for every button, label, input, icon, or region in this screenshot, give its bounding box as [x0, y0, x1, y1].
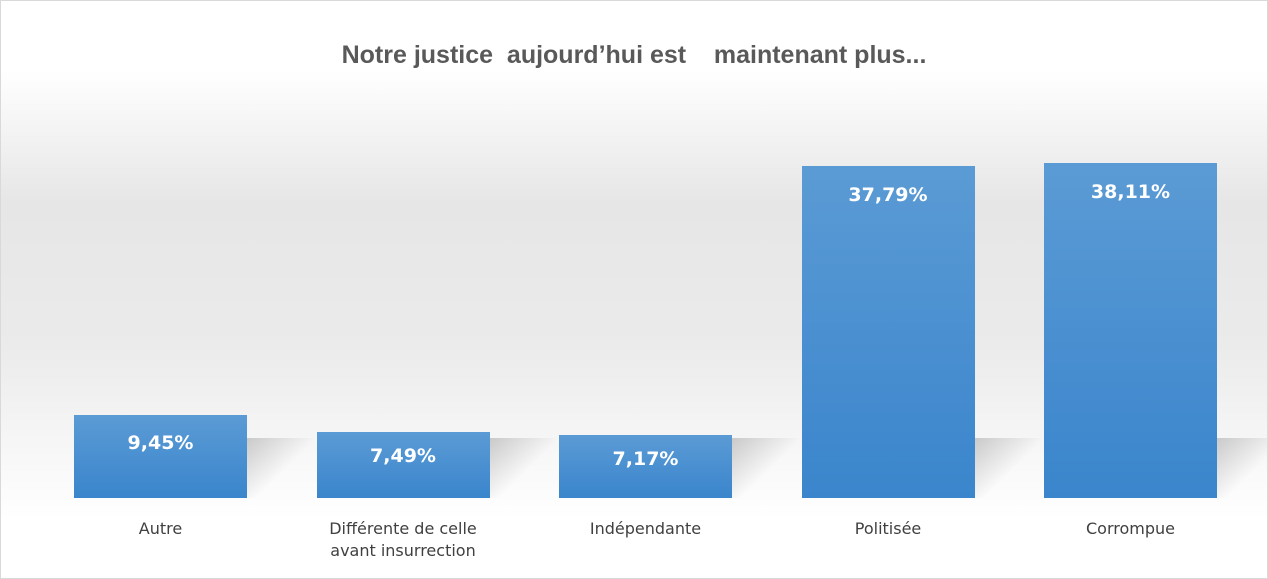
bar — [559, 434, 732, 498]
data-label: 38,11% — [1090, 181, 1171, 203]
bar — [316, 432, 490, 498]
x-tick-label: Autre — [138, 519, 183, 538]
chart-title: Notre justice aujourd’hui est maintenant… — [341, 41, 927, 69]
x-tick-label: Différente de celle avant insurrection — [329, 519, 477, 560]
x-tick-label: Corrompue — [1086, 519, 1175, 538]
data-label: 37,79% — [848, 183, 928, 206]
bar — [801, 165, 975, 498]
x-tick-label: Indépendante — [589, 519, 702, 538]
data-label: 7,49% — [370, 445, 436, 468]
data-label: 9,45% — [127, 431, 194, 454]
x-tick-label: Politisée — [854, 519, 922, 538]
data-label: 7,17% — [612, 447, 679, 470]
bar — [74, 414, 247, 498]
bar — [1044, 163, 1217, 498]
